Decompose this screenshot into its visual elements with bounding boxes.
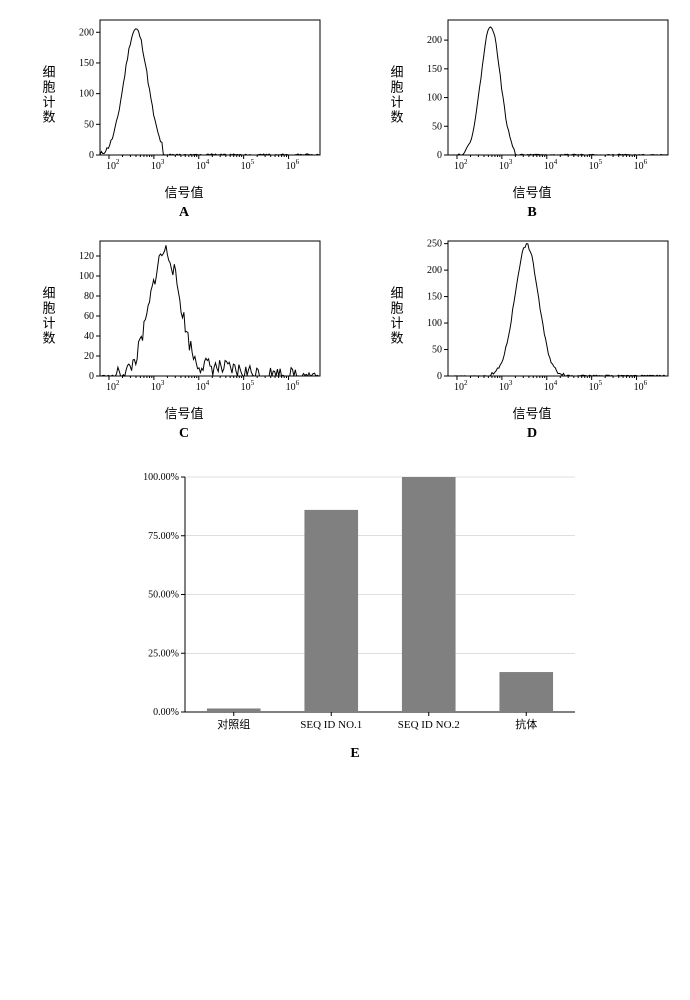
svg-text:SEQ ID NO.1: SEQ ID NO.1 — [300, 719, 362, 731]
svg-text:25.00%: 25.00% — [148, 648, 179, 659]
svg-text:106: 106 — [633, 158, 647, 172]
svg-text:80: 80 — [84, 291, 94, 302]
panel-label-b: B — [527, 205, 536, 221]
svg-text:104: 104 — [195, 379, 209, 393]
svg-text:106: 106 — [285, 158, 299, 172]
row-ab: 细胞计数 0 50 100 150 200 102 103 104 105 106 信号值 A 细… — [10, 10, 690, 221]
svg-text:105: 105 — [588, 379, 602, 393]
svg-text:102: 102 — [453, 158, 467, 172]
svg-text:60: 60 — [84, 311, 94, 322]
svg-text:100: 100 — [79, 271, 94, 282]
svg-text:抗体: 抗体 — [515, 717, 537, 731]
histogram-b: 0 50 100 150 200 102 103 104 105 106 — [408, 10, 678, 180]
svg-text:105: 105 — [588, 158, 602, 172]
svg-text:100: 100 — [427, 93, 442, 104]
ylabel-c: 细胞计数 — [39, 286, 58, 346]
svg-text:0.00%: 0.00% — [153, 707, 179, 718]
svg-text:106: 106 — [633, 379, 647, 393]
svg-text:104: 104 — [543, 158, 557, 172]
row-cd: 细胞计数 020406080100120102103104105106 信号值 … — [10, 231, 690, 442]
svg-text:104: 104 — [543, 379, 557, 393]
svg-text:0: 0 — [437, 371, 442, 382]
xlabel-d: 信号值 — [512, 403, 551, 422]
svg-text:100: 100 — [79, 89, 94, 100]
svg-text:104: 104 — [195, 158, 209, 172]
chart-b-wrap: 细胞计数 0 50 100 150 200 102 103 104 105 106 — [387, 10, 678, 180]
panel-label-d: D — [527, 426, 537, 442]
panel-a: 细胞计数 0 50 100 150 200 102 103 104 105 106 信号值 A — [10, 10, 358, 221]
svg-text:50: 50 — [432, 345, 442, 356]
svg-text:102: 102 — [105, 158, 119, 172]
svg-text:105: 105 — [240, 379, 254, 393]
ylabel-d: 细胞计数 — [387, 286, 406, 346]
svg-text:106: 106 — [285, 379, 299, 393]
panel-d: 细胞计数 050100150200250102103104105106 信号值 … — [358, 231, 690, 442]
svg-text:100.00%: 100.00% — [143, 472, 179, 483]
chart-d-wrap: 细胞计数 0 50 100 150 200 250 102 103 104 105 106 — [387, 231, 678, 401]
chart-c-wrap: 细胞计数 0 20 40 60 80 100 120 102 103 104 105 106 — [39, 231, 330, 401]
svg-text:200: 200 — [427, 265, 442, 276]
svg-text:120: 120 — [79, 251, 94, 262]
chart-a-wrap: 细胞计数 0 50 100 150 200 102 103 104 105 106 — [39, 10, 330, 180]
svg-text:250: 250 — [427, 239, 442, 250]
xlabel-a: 信号值 — [164, 182, 203, 201]
svg-text:200: 200 — [427, 35, 442, 46]
svg-text:100: 100 — [427, 318, 442, 329]
svg-text:0: 0 — [89, 150, 94, 161]
svg-text:150: 150 — [79, 58, 94, 69]
svg-text:150: 150 — [427, 64, 442, 75]
svg-text:SEQ ID NO.2: SEQ ID NO.2 — [398, 719, 460, 731]
svg-text:0: 0 — [89, 371, 94, 382]
ylabel-a: 细胞计数 — [39, 65, 58, 125]
svg-text:0: 0 — [437, 150, 442, 161]
ylabel-b: 细胞计数 — [387, 65, 406, 125]
svg-text:103: 103 — [150, 158, 164, 172]
svg-text:对照组: 对照组 — [217, 717, 250, 731]
panel-label-c: C — [179, 426, 189, 442]
svg-text:102: 102 — [453, 379, 467, 393]
xlabel-c: 信号值 — [164, 403, 203, 422]
svg-text:103: 103 — [150, 379, 164, 393]
xlabel-b: 信号值 — [512, 182, 551, 201]
panel-b: 细胞计数 0 50 100 150 200 102 103 104 105 106 信号值 B — [358, 10, 690, 221]
svg-text:103: 103 — [498, 379, 512, 393]
svg-text:103: 103 — [498, 158, 512, 172]
histogram-a: 0 50 100 150 200 102 103 104 105 106 — [60, 10, 330, 180]
barchart-e: 0.00% 25.00% 50.00% 75.00% 100.00% 对照组 SEQ ID … — [115, 462, 595, 742]
panel-label-e: E — [350, 746, 359, 762]
svg-text:102: 102 — [105, 379, 119, 393]
svg-text:50.00%: 50.00% — [148, 590, 179, 601]
svg-text:200: 200 — [79, 27, 94, 38]
svg-text:50: 50 — [84, 119, 94, 130]
svg-text:105: 105 — [240, 158, 254, 172]
svg-text:20: 20 — [84, 351, 94, 362]
svg-text:150: 150 — [427, 292, 442, 303]
panel-e: 0.00% 25.00% 50.00% 75.00% 100.00% 对照组 SEQ ID … — [10, 462, 690, 762]
svg-text:50: 50 — [432, 121, 442, 132]
histogram-d: 0 50 100 150 200 250 102 103 104 105 106 — [408, 231, 678, 401]
svg-text:40: 40 — [84, 331, 94, 342]
svg-text:75.00%: 75.00% — [148, 531, 179, 542]
panel-c: 细胞计数 020406080100120102103104105106 信号值 … — [10, 231, 358, 442]
panel-label-a: A — [179, 205, 189, 221]
histogram-c: 0 20 40 60 80 100 120 102 103 104 105 106 — [60, 231, 330, 401]
